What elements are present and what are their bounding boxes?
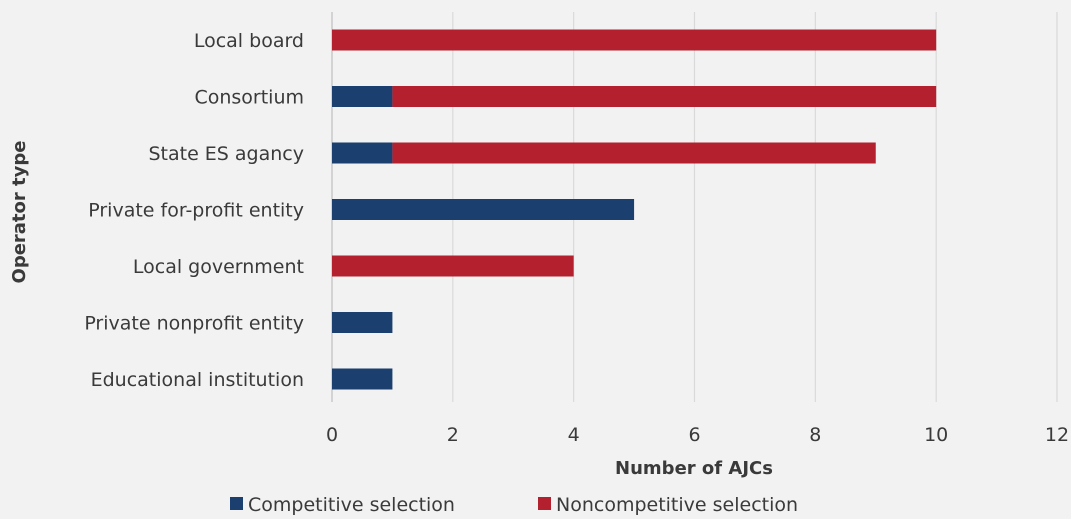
x-tick-label: 4 <box>568 424 580 446</box>
x-tick-label: 8 <box>809 424 821 446</box>
legend-swatch-competitive <box>230 497 243 510</box>
bar-noncompetitive-2 <box>392 86 936 107</box>
category-label: Consortium <box>194 87 304 109</box>
category-label: Private nonprofit entity <box>84 313 304 335</box>
bar-noncompetitive-1 <box>332 30 936 51</box>
category-labels: Local board Consortium State ES agancy Priv… <box>84 30 304 391</box>
x-tick-label: 0 <box>326 424 338 446</box>
category-label: Private for-profit entity <box>88 200 304 222</box>
legend-label-competitive: Competitive selection <box>248 494 455 516</box>
category-label: Educational institution <box>91 369 304 391</box>
x-tick-label: 2 <box>447 424 459 446</box>
category-label: Local government <box>133 256 304 278</box>
bar-competitive-4 <box>332 199 634 220</box>
x-axis-title: Number of AJCs <box>615 458 773 479</box>
bar-competitive-3 <box>332 143 392 164</box>
bar-competitive-6 <box>332 312 392 333</box>
bar-noncompetitive-5 <box>332 256 574 277</box>
x-tick-label: 10 <box>924 424 948 446</box>
category-label: Local board <box>194 30 304 52</box>
legend: Competitive selection Noncompetitive sel… <box>230 494 798 516</box>
bar-noncompetitive-3 <box>392 143 875 164</box>
y-axis-title: Operator type <box>9 141 30 284</box>
bars <box>332 30 936 390</box>
category-label: State ES agancy <box>148 143 304 165</box>
legend-swatch-noncompetitive <box>538 497 551 510</box>
legend-label-noncompetitive: Noncompetitive selection <box>556 494 798 516</box>
bar-competitive-2 <box>332 86 392 107</box>
x-tick-label: 6 <box>688 424 700 446</box>
bar-competitive-7 <box>332 369 392 390</box>
x-tick-label: 12 <box>1045 424 1069 446</box>
x-tick-labels: 0 2 4 6 8 10 12 <box>326 424 1069 446</box>
